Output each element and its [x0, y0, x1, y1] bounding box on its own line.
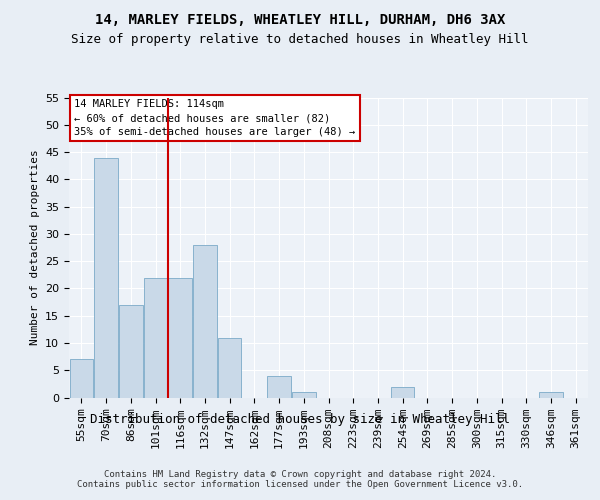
Bar — [119, 305, 143, 398]
Bar — [144, 278, 167, 398]
Bar — [94, 158, 118, 398]
Text: Contains HM Land Registry data © Crown copyright and database right 2024.
Contai: Contains HM Land Registry data © Crown c… — [77, 470, 523, 490]
Bar — [391, 386, 415, 398]
Bar — [70, 360, 93, 398]
Bar — [539, 392, 563, 398]
Text: Distribution of detached houses by size in Wheatley Hill: Distribution of detached houses by size … — [90, 412, 510, 426]
Text: Size of property relative to detached houses in Wheatley Hill: Size of property relative to detached ho… — [71, 32, 529, 46]
Text: 14, MARLEY FIELDS, WHEATLEY HILL, DURHAM, DH6 3AX: 14, MARLEY FIELDS, WHEATLEY HILL, DURHAM… — [95, 12, 505, 26]
Bar — [193, 245, 217, 398]
Text: 14 MARLEY FIELDS: 114sqm
← 60% of detached houses are smaller (82)
35% of semi-d: 14 MARLEY FIELDS: 114sqm ← 60% of detach… — [74, 99, 355, 137]
Bar — [268, 376, 291, 398]
Bar — [292, 392, 316, 398]
Bar — [218, 338, 241, 398]
Bar — [169, 278, 192, 398]
Y-axis label: Number of detached properties: Number of detached properties — [29, 150, 40, 346]
